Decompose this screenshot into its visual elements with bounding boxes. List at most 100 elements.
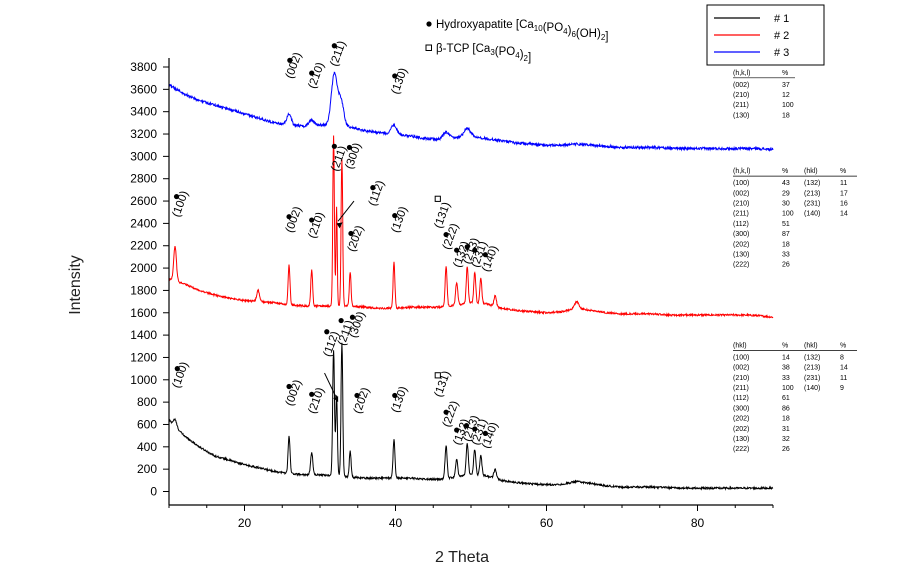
formula-part: ) [520,49,524,61]
table-cell: (132) [804,354,820,361]
subscript: 6 [571,30,576,39]
table-cell: 31 [782,426,790,433]
table-cell: (100) [733,354,749,361]
y-tick-label: 400 [137,440,157,454]
y-tick-label: 3000 [130,149,157,163]
subscript: 4 [563,27,568,36]
x-tick-label: 20 [238,516,252,530]
formula-part: Hydroxyapatite [Ca [436,19,534,31]
hydroxyapatite-marker [309,217,315,223]
table-cell: (222) [733,446,749,453]
table-cell: 38 [782,365,790,372]
phase-legend-text: β-TCP [Ca3(PO4)2] [436,43,531,64]
table-cell: (130) [733,252,749,259]
hydroxyapatite-marker [443,409,449,415]
arrow-line [324,372,338,401]
table-cell: 9 [840,385,844,392]
table-header: % [840,168,846,175]
y-tick-label: 3200 [130,127,157,141]
y-tick-label: 2800 [130,172,157,186]
phase-legend-text: Hydroxyapatite [Ca10(PO4)6(OH)2] [436,19,608,43]
formula-part: (PO [543,22,564,34]
table-cell: (231) [804,201,820,208]
table-cell: (202) [733,426,749,433]
y-tick-label: 3600 [130,82,157,96]
hydroxyapatite-marker [370,185,376,191]
phase-legend: Hydroxyapatite [Ca10(PO4)6(OH)2]β-TCP [C… [425,19,608,64]
phase-marker [426,21,432,27]
arrow-line [337,200,355,222]
subscript: 3 [490,48,495,57]
table-cell: 87 [782,231,790,238]
subscript: 10 [534,24,543,33]
table-header: % [782,168,788,175]
intensity-tables: (h,k,l) % (002) 37 (210) 12 (211) 100 (130) 18 (h,… [733,70,857,453]
x-tick-label: 80 [691,516,705,530]
x-tick-label: 40 [389,516,403,530]
hydroxyapatite-marker [392,73,398,79]
table-header: % [840,342,846,349]
table-cell: 100 [782,211,794,218]
table-cell: (112) [733,221,749,228]
subscript: 2 [524,54,529,63]
table-cell: (112) [733,395,749,402]
hydroxyapatite-marker [331,143,337,149]
series-line-2 [168,135,774,319]
table-cell: (211) [733,102,749,109]
table-header: % [782,342,788,349]
table-cell: (002) [733,82,749,89]
hydroxyapatite-marker [174,366,180,372]
table-cell: 37 [782,82,790,89]
hydroxyapatite-marker [348,230,354,237]
table-cell: (100) [733,180,749,187]
legend-label: # 2 [774,30,789,42]
hydroxyapatite-marker [454,427,460,433]
table-cell: (202) [733,241,749,248]
formula-part: (PO [495,46,516,58]
table-cell: (130) [733,112,749,119]
table-cell: 26 [782,262,790,269]
table-cell: 61 [782,395,790,402]
table-cell: 86 [782,405,790,412]
table-cell: 33 [782,375,790,382]
table-cell: (210) [733,201,749,208]
arrow-head [333,396,339,403]
table-cell: 100 [782,102,794,109]
y-tick-label: 1200 [130,350,157,364]
hydroxyapatite-marker [472,247,478,253]
table-cell: 18 [782,241,790,248]
y-tick-label: 2000 [130,261,157,275]
axes-group: 20 40 60 8002004006008001000120014001600180… [130,58,774,530]
table-cell: 43 [782,180,790,187]
table-cell: (140) [804,385,820,392]
table-cell: 29 [782,190,790,197]
table-cell: 16 [840,201,848,208]
y-tick-label: 200 [137,462,157,476]
y-tick-label: 1800 [130,283,157,297]
hydroxyapatite-marker [309,391,315,397]
table-cell: 100 [782,385,794,392]
hydroxyapatite-marker [286,214,292,220]
y-tick-label: 1000 [130,373,157,387]
table-cell: 18 [782,112,790,119]
x-tick-label: 60 [540,516,554,530]
table-cell: 32 [782,436,790,443]
table-cell: (211) [733,211,749,218]
table-cell: 8 [840,354,844,361]
legend-label: # 3 [774,47,789,59]
table-header: (h,k,l) [733,70,751,77]
table-cell: 51 [782,221,790,228]
y-tick-label: 2200 [130,239,157,253]
table-cell: 14 [840,365,848,372]
y-tick-label: 2600 [130,194,157,208]
phase-marker [425,44,432,51]
table-cell: 11 [840,180,847,187]
formula-part: β-TCP [Ca [436,43,491,55]
table-cell: (002) [733,365,749,372]
hydroxyapatite-marker [464,244,470,250]
series-line-1 [168,342,774,491]
table-cell: (140) [804,211,820,218]
table-cell: (211) [733,385,749,392]
